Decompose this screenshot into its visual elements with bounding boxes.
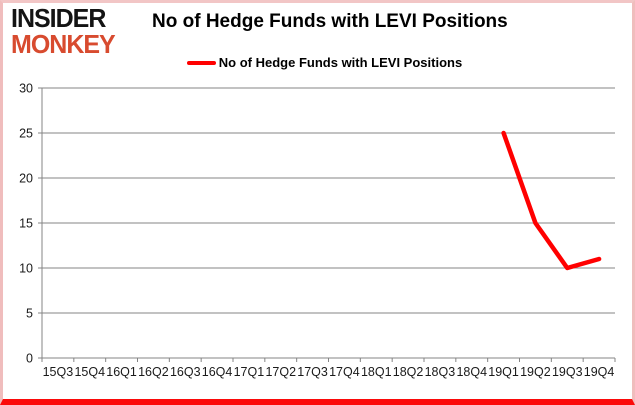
x-tick-label: 19Q1 — [488, 365, 519, 379]
chart-title: No of Hedge Funds with LEVI Positions — [152, 11, 508, 32]
x-tick-label: 15Q4 — [74, 365, 105, 379]
x-tick-label: 16Q1 — [106, 365, 137, 379]
y-tick-label: 25 — [19, 127, 33, 141]
x-tick-label: 18Q3 — [425, 365, 456, 379]
x-tick-label: 16Q4 — [202, 365, 233, 379]
x-tick-label: 19Q4 — [584, 365, 615, 379]
y-tick-label: 20 — [19, 172, 33, 186]
insider-monkey-logo: INSIDER MONKEY — [11, 4, 116, 60]
series-line — [501, 130, 602, 271]
logo-text-insider: INSIDER — [11, 4, 106, 34]
x-tick-label: 16Q3 — [170, 365, 201, 379]
legend-line-marker — [186, 60, 216, 65]
x-tick-label: 19Q3 — [552, 365, 583, 379]
x-tick-label: 17Q4 — [329, 365, 360, 379]
y-tick-label: 10 — [19, 262, 33, 276]
y-tick-label: 0 — [26, 352, 33, 366]
x-tick-label: 19Q2 — [520, 365, 551, 379]
x-tick-label: 17Q3 — [297, 365, 328, 379]
x-tick-label: 17Q2 — [265, 365, 296, 379]
x-tick-label: 17Q1 — [234, 365, 265, 379]
x-tick-label: 15Q3 — [43, 365, 74, 379]
logo-text-monkey: MONKEY — [11, 30, 116, 60]
x-tick-label: 16Q2 — [138, 365, 169, 379]
y-tick-label: 5 — [26, 307, 33, 321]
legend-label: No of Hedge Funds with LEVI Positions — [218, 55, 463, 70]
x-tick-label: 18Q4 — [456, 365, 487, 379]
y-tick-label: 30 — [19, 82, 33, 96]
x-tick-label: 18Q1 — [361, 365, 392, 379]
x-tick-label: 18Q2 — [393, 365, 424, 379]
legend: No of Hedge Funds with LEVI Positions — [7, 55, 635, 70]
y-tick-label: 15 — [19, 217, 33, 231]
